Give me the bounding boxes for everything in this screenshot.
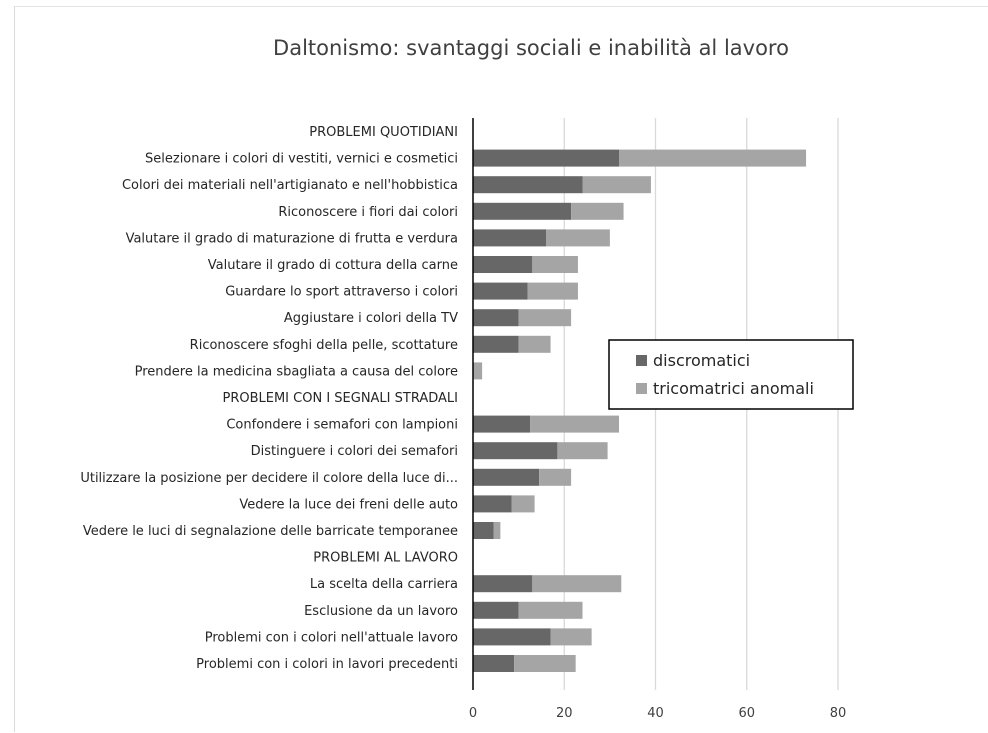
x-tick-label: 80 — [830, 706, 847, 721]
bar-tricomatrici-anomali — [511, 495, 535, 513]
bar-tricomatrici-anomali — [532, 575, 622, 593]
x-axis-ticks: 0 20 40 60 80 — [469, 706, 846, 721]
bar-tricomatrici-anomali — [514, 655, 576, 672]
bar-tricomatrici-anomali — [539, 468, 572, 486]
category-label: Vedere le luci di segnalazione delle bar… — [83, 524, 458, 539]
bar-discromatici — [473, 229, 546, 247]
x-tick-label: 40 — [647, 706, 664, 721]
bar-discromatici — [473, 628, 551, 646]
legend-swatch-tricomatrici-anomali — [636, 383, 647, 394]
bar-tricomatrici-anomali — [518, 335, 551, 353]
bar-discromatici — [473, 442, 558, 460]
category-labels: PROBLEMI QUOTIDIANI Selezionare i colori … — [80, 125, 458, 672]
bar-tricomatrici-anomali — [532, 256, 578, 273]
legend: discromatici tricomatrici anomali — [608, 339, 854, 410]
category-label: Selezionare i colori di vestiti, vernici… — [145, 152, 458, 167]
category-label: Confondere i semafori con lampioni — [226, 418, 458, 433]
bar-tricomatrici-anomali — [571, 202, 624, 220]
bar-tricomatrici-anomali — [582, 176, 651, 194]
bar-discromatici — [473, 601, 519, 619]
category-label: Riconoscere sfoghi della pelle, scottatu… — [190, 338, 458, 353]
category-label: Colori dei materiali nell'artigianato e … — [122, 178, 458, 193]
category-label: Riconoscere i fiori dai colori — [278, 205, 458, 220]
bar-discromatici — [473, 522, 494, 539]
bars — [473, 149, 807, 672]
bar-tricomatrici-anomali — [518, 309, 572, 327]
category-label: Aggiustare i colori della TV — [284, 311, 458, 326]
legend-box — [608, 339, 854, 410]
bar-discromatici — [473, 309, 519, 327]
x-tick-label: 0 — [469, 706, 477, 721]
bar-discromatici — [473, 176, 583, 194]
bar-discromatici — [473, 575, 533, 593]
legend-label-tricomatrici-anomali: tricomatrici anomali — [653, 379, 814, 398]
x-tick-label: 60 — [738, 706, 755, 721]
bar-discromatici — [473, 149, 619, 167]
stacked-bar-chart: Daltonismo: svantaggi sociali e inabilit… — [80, 36, 854, 721]
bar-discromatici — [473, 655, 515, 672]
category-label: Problemi con i colori in lavori preceden… — [196, 657, 458, 672]
category-label: Utilizzare la posizione per decidere il … — [80, 471, 458, 486]
category-label: Guardare lo sport attraverso i colori — [225, 285, 458, 300]
bar-tricomatrici-anomali — [473, 362, 483, 380]
bar-tricomatrici-anomali — [530, 415, 619, 433]
bar-discromatici — [473, 495, 512, 513]
bar-discromatici — [473, 468, 540, 486]
chart-title: Daltonismo: svantaggi sociali e inabilit… — [273, 36, 789, 60]
bar-tricomatrici-anomali — [527, 282, 578, 300]
chart-area: Daltonismo: svantaggi sociali e inabilit… — [14, 6, 988, 732]
bar-tricomatrici-anomali — [619, 149, 807, 167]
category-label: PROBLEMI AL LAVORO — [313, 551, 458, 566]
category-label: La scelta della carriera — [310, 577, 458, 592]
legend-label-discromatici: discromatici — [653, 351, 750, 370]
bar-tricomatrici-anomali — [493, 522, 501, 539]
category-label: Distinguere i colori dei semafori — [251, 444, 458, 459]
category-label: PROBLEMI QUOTIDIANI — [309, 125, 458, 140]
category-label: Esclusione da un lavoro — [304, 604, 458, 619]
bar-discromatici — [473, 415, 531, 433]
category-label: Prendere la medicina sbagliata a causa d… — [135, 364, 458, 379]
bar-discromatici — [473, 202, 572, 220]
category-label: Vedere la luce dei freni delle auto — [239, 497, 458, 512]
category-label: Valutare il grado di maturazione di frut… — [126, 231, 458, 246]
legend-swatch-discromatici — [636, 355, 647, 366]
category-label: Problemi con i colori nell'attuale lavor… — [205, 630, 458, 645]
bar-tricomatrici-anomali — [546, 229, 610, 247]
x-tick-label: 20 — [556, 706, 573, 721]
bar-tricomatrici-anomali — [518, 601, 583, 619]
category-label: PROBLEMI CON I SEGNALI STRADALI — [222, 391, 458, 406]
bar-discromatici — [473, 256, 533, 273]
category-label: Valutare il grado di cottura della carne — [208, 258, 458, 273]
bar-discromatici — [473, 335, 519, 353]
bar-discromatici — [473, 282, 528, 300]
bar-tricomatrici-anomali — [557, 442, 608, 460]
bar-tricomatrici-anomali — [550, 628, 592, 646]
